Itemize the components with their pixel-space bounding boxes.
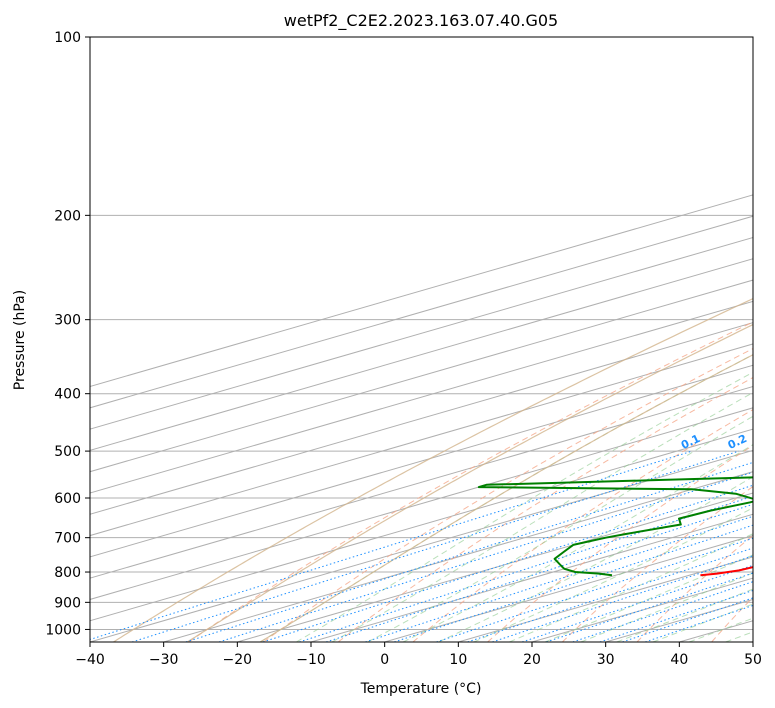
dry-adiabat-line <box>711 596 753 642</box>
dry-adiabat-line <box>412 408 753 642</box>
mixing-ratio-line <box>394 524 753 642</box>
y-tick-label: 600 <box>54 491 81 507</box>
y-tick-label: 100 <box>54 30 81 46</box>
y-tick-label: 400 <box>54 387 81 403</box>
mixing-ratio-line <box>645 604 753 642</box>
mixing-ratio-line <box>262 484 753 642</box>
profile-lines <box>477 476 753 577</box>
dry-adiabat-line <box>561 485 753 642</box>
isotherm-line <box>752 641 753 642</box>
mixing-ratio-line <box>622 597 753 642</box>
y-tick-label: 200 <box>54 208 81 224</box>
x-axis-title: Temperature (°C) <box>360 681 482 697</box>
isotherm-line <box>163 471 753 642</box>
isotherm-line <box>90 343 753 537</box>
plot-frame <box>89 36 754 643</box>
isotherm-line <box>90 322 753 515</box>
isotherm-line <box>90 215 753 409</box>
mixing-ratio-line <box>299 495 753 642</box>
x-tick-label: −20 <box>223 652 253 668</box>
tan-reference-line <box>186 323 753 642</box>
x-axis-ticks: −40 −30 −20 −10 0 10 20 30 40 50 <box>75 642 762 668</box>
x-tick-label: 30 <box>597 652 615 668</box>
isotherm-line <box>310 513 753 642</box>
moist-adiabat-line <box>296 371 753 642</box>
isotherm-line <box>90 279 753 473</box>
y-tick-label: 800 <box>54 565 81 581</box>
moist-adiabat-line <box>688 617 753 642</box>
isotherm-line <box>90 258 753 451</box>
isotherm-line <box>90 194 753 388</box>
dry-adiabat-line <box>188 321 753 642</box>
y-tick-label: 500 <box>54 444 81 460</box>
moist-adiabat-line <box>580 572 753 642</box>
y-axis-title: Pressure (hPa) <box>12 290 28 390</box>
isotherm-line <box>531 577 753 642</box>
isotherm-line <box>90 236 753 430</box>
mixing-ratio-line <box>90 450 693 640</box>
isotherm-line <box>458 556 753 642</box>
x-tick-label: 0 <box>380 652 389 668</box>
moist-adiabat-line <box>544 554 753 642</box>
isotherm-line <box>90 364 753 558</box>
dewpoint-line <box>477 476 753 577</box>
moist-adiabat-line <box>367 415 753 642</box>
mixing-ratio-line <box>325 503 753 642</box>
background-line-labels: 0.10.20.40.611.52346810131620253036-100-… <box>679 432 749 452</box>
moist-adiabat-line <box>473 507 753 642</box>
mixing-ratio-line <box>185 461 753 642</box>
x-tick-label: 10 <box>449 652 467 668</box>
isotherm-line <box>90 449 753 642</box>
isotherm-line <box>605 598 753 642</box>
mixing-ratio-line <box>218 471 753 642</box>
isotherm-line <box>90 385 753 579</box>
x-tick-label: 50 <box>744 652 762 668</box>
tan-reference-line <box>113 297 753 642</box>
x-tick-label: −40 <box>75 652 105 668</box>
isotherm-line <box>90 428 753 622</box>
moist-adiabat-line <box>402 444 753 642</box>
moist-adiabat-line <box>331 391 753 642</box>
chart-title: wetPf2_C2E2.2023.163.07.40.G05 <box>284 11 558 31</box>
isotherm-line <box>90 300 753 494</box>
mixing-ratio-line <box>365 515 753 642</box>
x-tick-label: 20 <box>523 652 541 668</box>
x-tick-label: −10 <box>296 652 326 668</box>
moist-adiabat-line <box>438 476 753 642</box>
y-axis-ticks: 100 200 300 400 500 600 700 800 900 1000 <box>45 30 90 638</box>
tan-reference-line <box>259 354 753 642</box>
dry-adiabat-line <box>636 534 753 642</box>
x-tick-label: 40 <box>670 652 688 668</box>
y-tick-label: 700 <box>54 531 81 547</box>
y-tick-label: 300 <box>54 313 81 329</box>
background-lines <box>90 37 753 642</box>
mixing-ratio-line <box>492 555 753 642</box>
isotherm-line <box>384 535 753 642</box>
isotherm-line <box>90 407 753 600</box>
moist-adiabat-line <box>725 631 753 642</box>
mixing-ratio-line <box>131 450 740 642</box>
y-tick-label: 1000 <box>45 622 81 638</box>
y-tick-label: 900 <box>54 595 81 611</box>
x-tick-label: −30 <box>149 652 179 668</box>
moist-adiabat-line <box>509 533 753 642</box>
dry-adiabat-line <box>487 444 753 642</box>
